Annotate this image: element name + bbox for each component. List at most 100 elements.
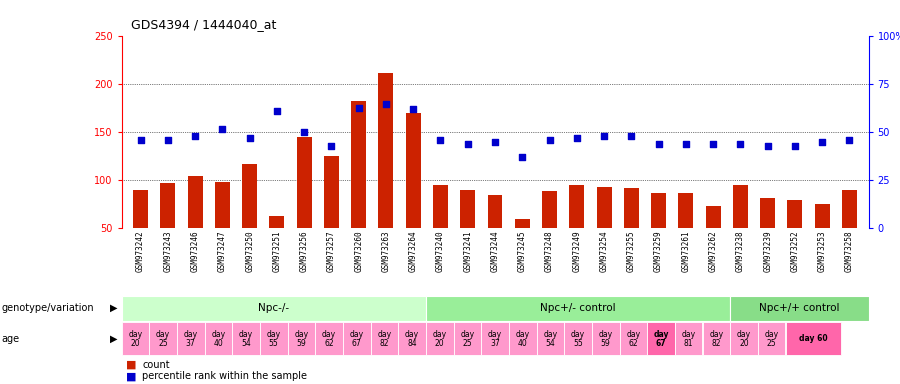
Bar xyxy=(730,296,868,321)
Bar xyxy=(647,323,675,355)
Point xyxy=(461,141,475,147)
Text: day
55: day 55 xyxy=(266,329,281,348)
Bar xyxy=(426,296,730,321)
Bar xyxy=(433,185,448,276)
Bar xyxy=(624,188,639,276)
Text: GSM973244: GSM973244 xyxy=(491,230,500,272)
Bar xyxy=(842,190,857,276)
Point xyxy=(215,126,230,132)
Text: ■: ■ xyxy=(126,371,137,381)
Text: GSM973260: GSM973260 xyxy=(355,230,364,272)
Point xyxy=(324,143,338,149)
Text: GSM973261: GSM973261 xyxy=(681,230,690,272)
Text: day
62: day 62 xyxy=(322,329,336,348)
Point xyxy=(788,143,802,149)
Bar xyxy=(651,193,666,276)
Text: GSM973256: GSM973256 xyxy=(300,230,309,272)
Text: day
20: day 20 xyxy=(737,329,751,348)
Bar xyxy=(187,176,202,276)
Text: day
84: day 84 xyxy=(405,329,419,348)
Text: GSM973262: GSM973262 xyxy=(708,230,717,272)
Bar xyxy=(536,323,564,355)
Text: day
82: day 82 xyxy=(709,329,724,348)
Bar xyxy=(379,73,393,276)
Text: day
25: day 25 xyxy=(460,329,474,348)
Bar xyxy=(564,323,592,355)
Text: day
59: day 59 xyxy=(598,329,613,348)
Bar xyxy=(515,219,530,276)
Point xyxy=(760,143,775,149)
Bar xyxy=(297,137,311,276)
Point xyxy=(734,141,748,147)
Bar xyxy=(215,182,230,276)
Bar xyxy=(343,323,371,355)
Bar xyxy=(232,323,260,355)
Point xyxy=(379,101,393,107)
Text: GSM973254: GSM973254 xyxy=(599,230,608,272)
Text: GSM973240: GSM973240 xyxy=(436,230,445,272)
Bar xyxy=(488,195,502,276)
Point xyxy=(488,139,502,145)
Text: GDS4394 / 1444040_at: GDS4394 / 1444040_at xyxy=(130,18,276,31)
Text: Npc-/-: Npc-/- xyxy=(258,303,289,313)
Text: GSM973243: GSM973243 xyxy=(163,230,172,272)
Point xyxy=(270,108,284,114)
Text: day
54: day 54 xyxy=(544,329,557,348)
Text: GSM973259: GSM973259 xyxy=(654,230,663,272)
Bar xyxy=(324,157,339,276)
Text: day
40: day 40 xyxy=(212,329,225,348)
Bar xyxy=(398,323,426,355)
Point xyxy=(706,141,720,147)
Text: GSM973251: GSM973251 xyxy=(273,230,282,272)
Text: age: age xyxy=(2,334,20,344)
Text: GSM973258: GSM973258 xyxy=(845,230,854,272)
Point xyxy=(543,137,557,143)
Text: GSM973245: GSM973245 xyxy=(518,230,526,272)
Text: GSM973248: GSM973248 xyxy=(545,230,554,272)
Text: GSM973241: GSM973241 xyxy=(464,230,472,272)
Point xyxy=(242,135,256,141)
Text: GSM973252: GSM973252 xyxy=(790,230,799,272)
Text: GSM973247: GSM973247 xyxy=(218,230,227,272)
Text: day
25: day 25 xyxy=(156,329,170,348)
Text: Npc+/- control: Npc+/- control xyxy=(540,303,616,313)
Bar xyxy=(287,323,315,355)
Bar xyxy=(315,323,343,355)
Text: day
37: day 37 xyxy=(184,329,198,348)
Bar xyxy=(508,323,536,355)
Point xyxy=(160,137,175,143)
Text: genotype/variation: genotype/variation xyxy=(2,303,94,313)
Point xyxy=(679,141,693,147)
Text: day
37: day 37 xyxy=(488,329,502,348)
Point xyxy=(406,106,420,113)
Bar xyxy=(176,323,204,355)
Text: day
81: day 81 xyxy=(681,329,696,348)
Bar xyxy=(592,323,619,355)
Point xyxy=(815,139,830,145)
Bar xyxy=(788,200,803,276)
Text: day
67: day 67 xyxy=(349,329,364,348)
Text: day 60: day 60 xyxy=(799,334,827,343)
Bar xyxy=(122,296,426,321)
Point xyxy=(515,154,529,161)
Text: percentile rank within the sample: percentile rank within the sample xyxy=(142,371,307,381)
Bar xyxy=(703,323,730,355)
Bar xyxy=(149,323,176,355)
Point xyxy=(433,137,447,143)
Text: GSM973257: GSM973257 xyxy=(327,230,336,272)
Text: GSM973239: GSM973239 xyxy=(763,230,772,272)
Bar xyxy=(269,216,284,276)
Bar xyxy=(482,323,508,355)
Bar xyxy=(619,323,647,355)
Text: GSM973246: GSM973246 xyxy=(191,230,200,272)
Text: GSM973249: GSM973249 xyxy=(572,230,581,272)
Point xyxy=(842,137,857,143)
Bar xyxy=(242,164,257,276)
Bar xyxy=(814,204,830,276)
Text: ■: ■ xyxy=(126,360,137,370)
Point xyxy=(297,129,311,136)
Text: Npc+/+ control: Npc+/+ control xyxy=(759,303,840,313)
Bar xyxy=(426,323,454,355)
Text: day
20: day 20 xyxy=(129,329,142,348)
Text: day
59: day 59 xyxy=(294,329,309,348)
